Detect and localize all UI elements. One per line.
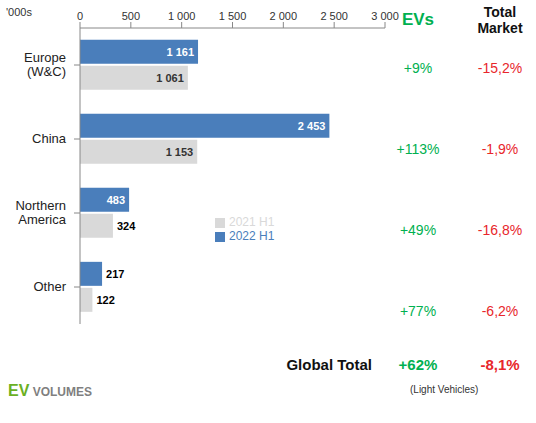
html-text:-15,2%: -15,2% <box>477 59 523 76</box>
html-text:-8,1%: -8,1% <box>480 356 520 373</box>
svg-text:1 153: 1 153 <box>166 146 194 158</box>
svg-text:Europe(W&C): Europe(W&C) <box>24 50 66 79</box>
svg-text:Other: Other <box>33 279 66 294</box>
svg-text:2 453: 2 453 <box>298 120 326 132</box>
html-text:'000s: '000s <box>6 6 32 18</box>
html-text:2022 H1: 2022 H1 <box>229 229 275 243</box>
html-text:Global Total: Global Total <box>286 356 372 373</box>
html-text:+49%: +49% <box>399 221 437 238</box>
svg-text:NorthernAmerica: NorthernAmerica <box>15 198 66 227</box>
html-text:-6,2%: -6,2% <box>481 302 519 319</box>
svg-text:324: 324 <box>117 220 136 232</box>
html-text:Total Market: Total Market <box>477 4 523 36</box>
svg-text:483: 483 <box>107 194 125 206</box>
html-text:-16,8%: -16,8% <box>477 221 523 238</box>
svg-text:2 500: 2 500 <box>320 10 348 22</box>
svg-text:1 500: 1 500 <box>219 10 247 22</box>
svg-text:2 000: 2 000 <box>270 10 298 22</box>
svg-text:1 000: 1 000 <box>168 10 196 22</box>
svg-text:3 000: 3 000 <box>371 10 399 22</box>
svg-text:1 061: 1 061 <box>156 72 184 84</box>
html-text:(Light Vehicles): (Light Vehicles) <box>410 384 479 395</box>
html-text:EVs: EVs <box>401 10 435 29</box>
svg-text:China: China <box>32 131 67 146</box>
html-text:2021 H1: 2021 H1 <box>229 215 275 229</box>
svg-text:0: 0 <box>77 10 83 22</box>
html-text:+77%: +77% <box>399 302 437 319</box>
html-text:+62%: +62% <box>398 356 438 373</box>
html-text:EVVOLUMES: EVVOLUMES <box>8 382 92 399</box>
html-text:-1,9%: -1,9% <box>481 140 519 157</box>
svg-text:500: 500 <box>122 10 140 22</box>
html-text:+113%: +113% <box>396 140 440 157</box>
svg-text:1 161: 1 161 <box>167 46 195 58</box>
html-text:+9%: +9% <box>403 59 433 76</box>
svg-text:217: 217 <box>106 268 124 280</box>
svg-text:122: 122 <box>96 294 114 306</box>
